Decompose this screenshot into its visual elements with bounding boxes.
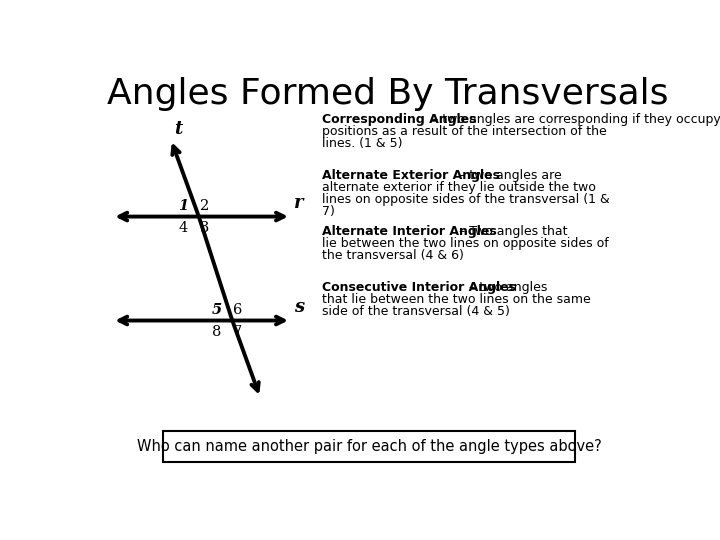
Text: Alternate Interior Angles: Alternate Interior Angles [322,225,496,238]
Text: Angles Formed By Transversals: Angles Formed By Transversals [107,77,668,111]
Text: 1: 1 [178,199,188,213]
Text: Consecutive Interior Angles: Consecutive Interior Angles [322,281,516,294]
Text: side of the transversal (4 & 5): side of the transversal (4 & 5) [322,305,510,318]
Text: positions as a result of the intersection of the: positions as a result of the intersectio… [322,125,606,138]
Text: 6: 6 [233,303,243,317]
Text: 5: 5 [212,303,222,317]
Text: that lie between the two lines on the same: that lie between the two lines on the sa… [322,293,590,306]
Text: 4: 4 [179,221,188,235]
Text: t: t [174,119,182,138]
FancyBboxPatch shape [163,431,575,462]
Text: Alternate Exterior Angles: Alternate Exterior Angles [322,168,500,182]
Text: alternate exterior if they lie outside the two: alternate exterior if they lie outside t… [322,181,595,194]
Text: Who can name another pair for each of the angle types above?: Who can name another pair for each of th… [137,439,601,454]
Text: Corresponding Angles: Corresponding Angles [322,113,476,126]
Text: 7: 7 [233,325,243,339]
Text: – two angles: – two angles [465,281,548,294]
Text: 2: 2 [199,199,209,213]
Text: lie between the two lines on opposite sides of: lie between the two lines on opposite si… [322,237,608,250]
Text: – two angles are: – two angles are [455,168,562,182]
Text: r: r [294,194,303,212]
Text: s: s [294,299,304,316]
Text: lines on opposite sides of the transversal (1 &: lines on opposite sides of the transvers… [322,193,609,206]
Text: – Two angles that: – Two angles that [455,225,567,238]
Text: 3: 3 [199,221,209,235]
Text: 8: 8 [212,325,221,339]
Text: the transversal (4 & 6): the transversal (4 & 6) [322,249,464,262]
Text: 7): 7) [322,205,335,218]
Text: lines. (1 & 5): lines. (1 & 5) [322,137,402,150]
Text: – two angles are corresponding if they occupy corresponding: – two angles are corresponding if they o… [428,113,720,126]
